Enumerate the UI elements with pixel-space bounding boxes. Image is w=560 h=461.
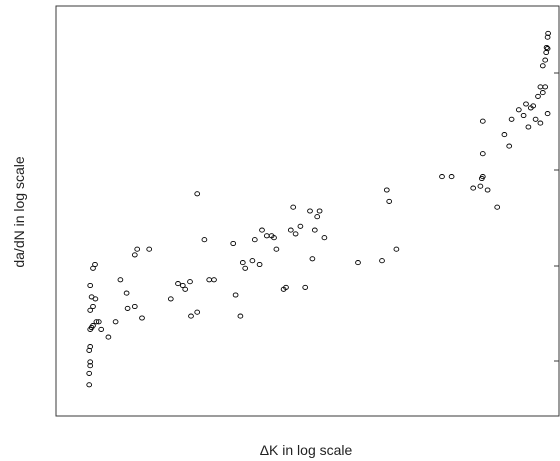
data-point <box>506 143 513 149</box>
data-point <box>131 303 138 310</box>
data-point <box>179 282 186 289</box>
x-axis-label: ΔK in log scale <box>260 442 353 458</box>
data-point <box>87 359 94 365</box>
data-point <box>206 277 213 283</box>
data-point <box>232 292 239 298</box>
data-point <box>439 174 445 180</box>
data-point <box>355 260 361 266</box>
data-point <box>314 214 321 220</box>
data-point <box>530 103 537 109</box>
data-point <box>383 187 390 193</box>
data-point <box>545 30 551 36</box>
data-point <box>544 111 551 117</box>
data-point <box>90 303 96 310</box>
data-point <box>90 323 96 329</box>
data-point <box>237 313 244 319</box>
data-point <box>520 112 527 119</box>
data-point <box>188 313 194 319</box>
data-point <box>290 204 297 210</box>
data-point <box>194 191 201 197</box>
data-point <box>105 334 112 340</box>
data-point <box>386 198 393 204</box>
data-point <box>539 63 546 69</box>
data-point <box>86 370 93 376</box>
plot-area-frame <box>55 5 560 417</box>
data-point <box>146 246 153 252</box>
data-point <box>479 118 486 124</box>
data-point <box>470 185 477 191</box>
data-point <box>87 282 94 289</box>
data-point <box>271 235 277 241</box>
data-point <box>259 227 265 233</box>
data-point <box>283 284 289 290</box>
data-point <box>448 174 455 180</box>
data-point <box>87 307 94 313</box>
data-point <box>87 344 94 350</box>
data-point <box>379 258 385 264</box>
data-point <box>484 187 491 193</box>
data-point <box>525 124 532 130</box>
data-point <box>501 132 508 138</box>
data-point <box>182 286 189 292</box>
data-point <box>311 227 318 233</box>
data-point <box>239 260 246 266</box>
data-point <box>535 93 541 99</box>
data-point <box>249 258 256 264</box>
data-point <box>98 326 105 332</box>
data-point <box>542 84 549 90</box>
data-point <box>515 107 522 113</box>
data-point <box>542 57 549 63</box>
data-point <box>167 296 174 302</box>
data-point <box>124 305 131 311</box>
data-point <box>479 174 486 180</box>
data-point <box>537 120 544 126</box>
data-point <box>134 246 141 252</box>
data-point <box>139 315 145 321</box>
data-point <box>539 90 546 96</box>
data-point <box>273 246 280 252</box>
data-point <box>230 240 237 247</box>
data-point <box>242 265 249 271</box>
data-point <box>532 116 539 122</box>
data-point <box>194 309 201 315</box>
data-point <box>543 44 550 51</box>
data-point <box>93 319 100 325</box>
data-point <box>537 84 544 90</box>
data-point <box>479 151 486 157</box>
data-point <box>292 231 299 237</box>
data-point <box>523 101 529 107</box>
data-point <box>508 116 515 122</box>
data-point <box>117 277 124 283</box>
data-point <box>494 204 501 210</box>
data-point <box>112 319 119 325</box>
data-point <box>287 227 294 233</box>
y-axis-label: da/dN in log scale <box>11 156 27 268</box>
data-point <box>263 233 270 239</box>
data-points <box>86 30 551 388</box>
data-point <box>393 246 400 252</box>
data-point <box>307 208 313 214</box>
data-point <box>321 235 328 241</box>
data-point <box>201 237 208 243</box>
data-point <box>309 256 316 262</box>
data-point <box>187 279 193 285</box>
data-point <box>251 237 258 243</box>
data-point <box>302 284 309 290</box>
data-point <box>123 290 130 296</box>
data-point <box>131 252 138 258</box>
data-point <box>211 277 217 283</box>
data-point <box>92 261 98 268</box>
data-point <box>95 319 102 325</box>
data-point <box>544 46 551 52</box>
data-point <box>88 294 95 300</box>
y-axis-ticks <box>554 72 559 362</box>
data-point <box>297 223 304 229</box>
data-point <box>477 183 484 189</box>
data-point <box>256 261 263 268</box>
data-point <box>86 382 93 388</box>
data-point <box>175 281 181 287</box>
data-point <box>316 208 323 214</box>
